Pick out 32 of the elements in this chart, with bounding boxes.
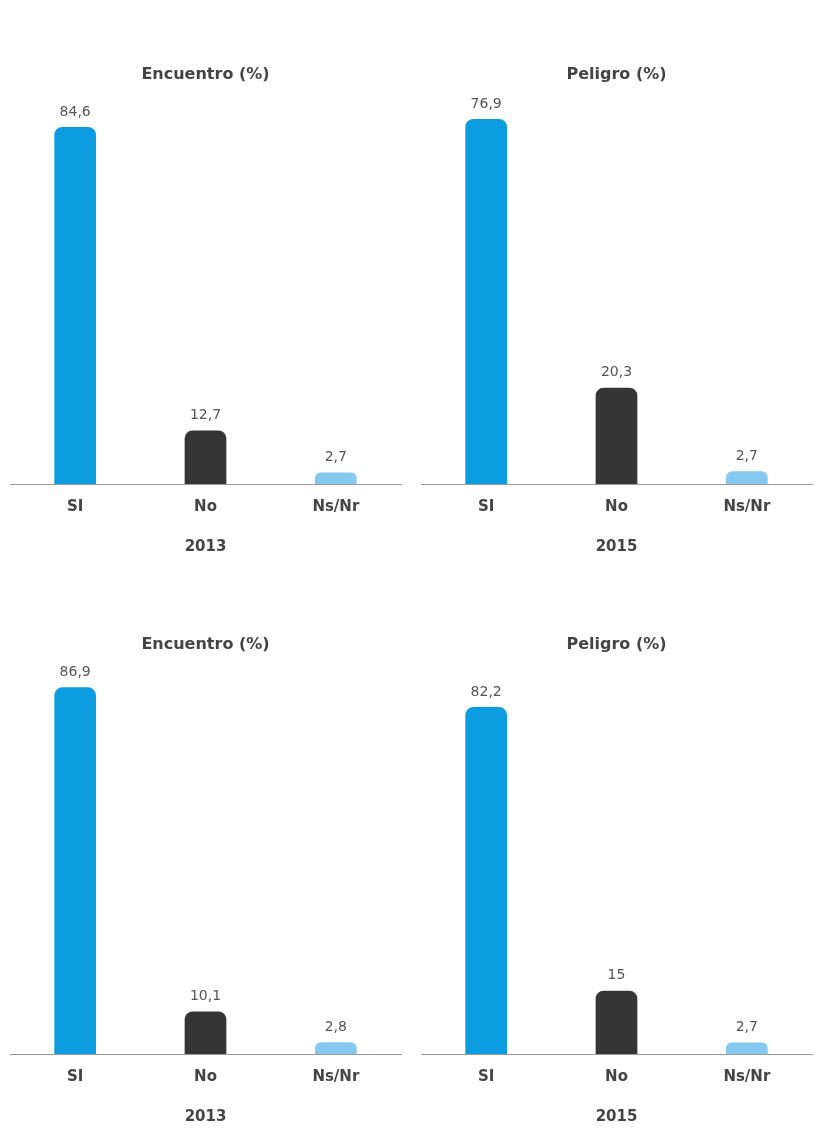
data-label: 12,7	[189, 406, 222, 423]
x-tick-label: No	[194, 1066, 217, 1085]
x-tick-label: Ns/Nr	[723, 496, 771, 515]
data-label: 2,8	[324, 1017, 347, 1034]
x-axis-title: 2015	[595, 1106, 638, 1125]
x-tick-label: SI	[477, 496, 495, 515]
x-axis-title: 2013	[184, 1106, 227, 1125]
x-tick-label: SI	[66, 1066, 84, 1085]
x-tick-label: No	[605, 496, 628, 515]
data-label: 76,9	[470, 94, 502, 111]
chart-title: Peligro (%)	[566, 63, 667, 83]
data-label: 82,2	[470, 682, 502, 699]
data-label: 10,1	[189, 987, 222, 1004]
x-tick-label: Ns/Nr	[723, 1066, 771, 1085]
data-label: 2,7	[735, 446, 758, 463]
x-axis-title: 2015	[595, 536, 638, 555]
x-axis-title: 2013	[184, 536, 227, 555]
chart-title: Encuentro (%)	[141, 633, 270, 653]
x-tick-label: SI	[66, 496, 84, 515]
chart-title: Peligro (%)	[566, 633, 667, 653]
x-tick-label: No	[605, 1066, 628, 1085]
data-label: 2,7	[324, 448, 347, 465]
x-tick-label: SI	[477, 1066, 495, 1085]
x-tick-label: Ns/Nr	[312, 1066, 360, 1085]
x-tick-label: Ns/Nr	[312, 496, 360, 515]
data-label: 2,7	[735, 1018, 758, 1035]
data-label: 20,3	[600, 363, 633, 380]
data-label: 86,9	[59, 662, 91, 679]
data-label: 84,6	[59, 102, 91, 119]
x-tick-label: No	[194, 496, 217, 515]
chart-title: Encuentro (%)	[141, 63, 270, 83]
data-label: 15	[607, 966, 626, 983]
